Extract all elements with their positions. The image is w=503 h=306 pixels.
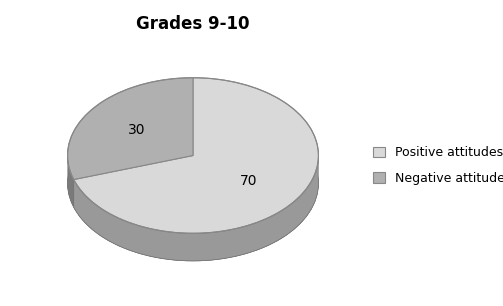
- Ellipse shape: [67, 105, 318, 261]
- Polygon shape: [67, 78, 193, 180]
- Polygon shape: [74, 78, 318, 233]
- Legend: Positive attitudes, Negative attitudes: Positive attitudes, Negative attitudes: [369, 143, 503, 188]
- Polygon shape: [74, 151, 318, 261]
- Title: Grades 9-10: Grades 9-10: [136, 15, 250, 33]
- Text: 70: 70: [240, 174, 258, 188]
- Text: 30: 30: [128, 123, 146, 137]
- Polygon shape: [67, 150, 74, 207]
